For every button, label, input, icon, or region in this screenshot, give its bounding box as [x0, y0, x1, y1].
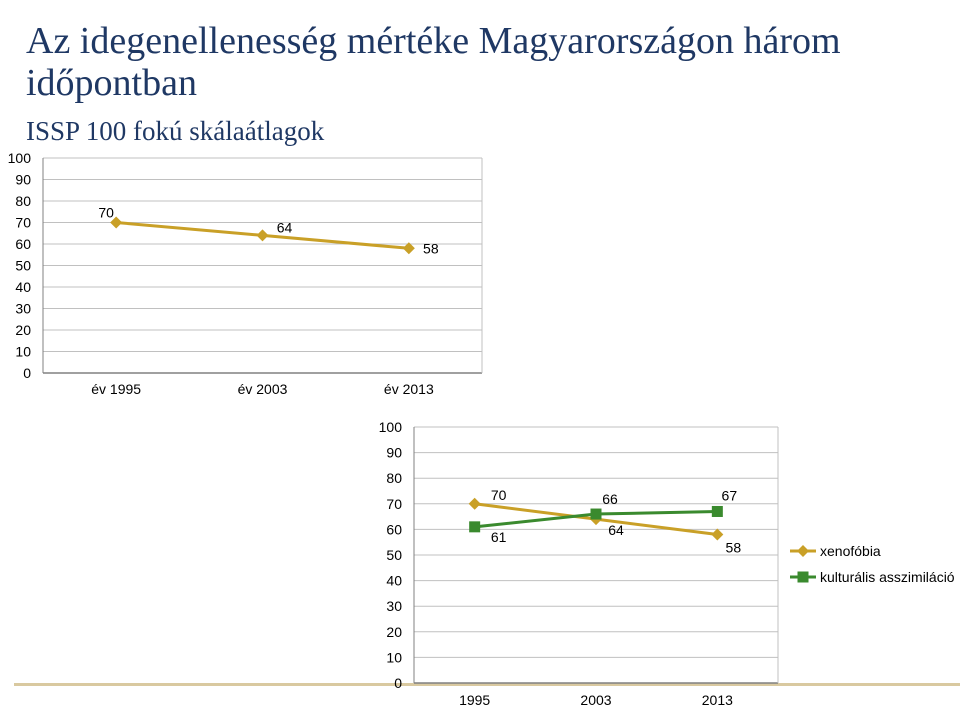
data-point: [256, 229, 269, 242]
y-tick-label: 80: [15, 193, 31, 209]
legend-label: xenofóbia: [820, 543, 881, 559]
data-point: [590, 508, 602, 520]
data-label: 58: [423, 240, 439, 256]
y-tick-label: 50: [15, 258, 31, 274]
legend-marker: [797, 571, 809, 583]
chart-xenofobia-only: 0 10 20 30 40 50 60 70 80 90 100 év 1995 év 2003 év 2…: [8, 150, 483, 397]
data-label: 58: [726, 540, 742, 556]
data-point: [469, 521, 481, 533]
y-tick-label: 20: [15, 322, 31, 338]
data-point: [711, 528, 724, 541]
data-point: [711, 505, 723, 517]
y-tick-label: 60: [386, 521, 402, 537]
y-tick-label: 70: [386, 496, 402, 512]
y-tick-label: 100: [8, 150, 32, 166]
y-tick-label: 10: [386, 649, 402, 665]
chart-xenofobia-vs-assimilation: 0 10 20 30 40 50 60 70 80 90 100 1995 2003 2013 70 64 58…: [379, 419, 955, 706]
y-tick-label: 90: [386, 445, 402, 461]
slide-subtitle: ISSP 100 fokú skálaátlagok: [26, 116, 325, 146]
data-label: 70: [98, 205, 114, 221]
slide-title: Az idegenellenesség mértéke Magyarország…: [26, 20, 841, 104]
legend-item: kulturális asszimiláció: [790, 569, 955, 585]
x-tick-label: 2013: [702, 692, 733, 706]
y-tick-label: 70: [15, 215, 31, 231]
data-label: 64: [277, 219, 293, 235]
slide-bottom-rule: [14, 683, 960, 686]
y-tick-label: 90: [15, 172, 31, 188]
x-tick-label: év 2003: [238, 381, 288, 397]
x-tick-label: 2003: [580, 692, 611, 706]
y-tick-label: 80: [386, 470, 402, 486]
y-tick-label: 40: [15, 279, 31, 295]
data-label: 64: [608, 522, 624, 538]
x-tick-label: év 2013: [384, 381, 434, 397]
data-point: [402, 242, 415, 255]
legend-marker: [797, 545, 809, 557]
y-tick-label: 20: [386, 624, 402, 640]
data-label: 66: [602, 491, 618, 507]
x-tick-label: 1995: [459, 692, 490, 706]
data-label: 70: [491, 487, 507, 503]
y-tick-label: 30: [386, 598, 402, 614]
legend-label: kulturális asszimiláció: [820, 569, 955, 585]
data-label: 61: [491, 529, 507, 545]
x-tick-label: év 1995: [91, 381, 141, 397]
data-point: [110, 216, 123, 229]
legend-item: xenofóbia: [790, 543, 881, 559]
y-tick-label: 60: [15, 236, 31, 252]
y-tick-label: 40: [386, 573, 402, 589]
data-label: 67: [722, 487, 738, 503]
y-tick-label: 0: [394, 675, 402, 691]
y-tick-label: 0: [23, 365, 31, 381]
y-tick-label: 10: [15, 344, 31, 360]
y-tick-label: 30: [15, 301, 31, 317]
y-tick-label: 100: [379, 419, 403, 435]
data-point: [468, 497, 481, 510]
y-tick-label: 50: [386, 547, 402, 563]
slide-accent-bar: [0, 0, 10, 706]
